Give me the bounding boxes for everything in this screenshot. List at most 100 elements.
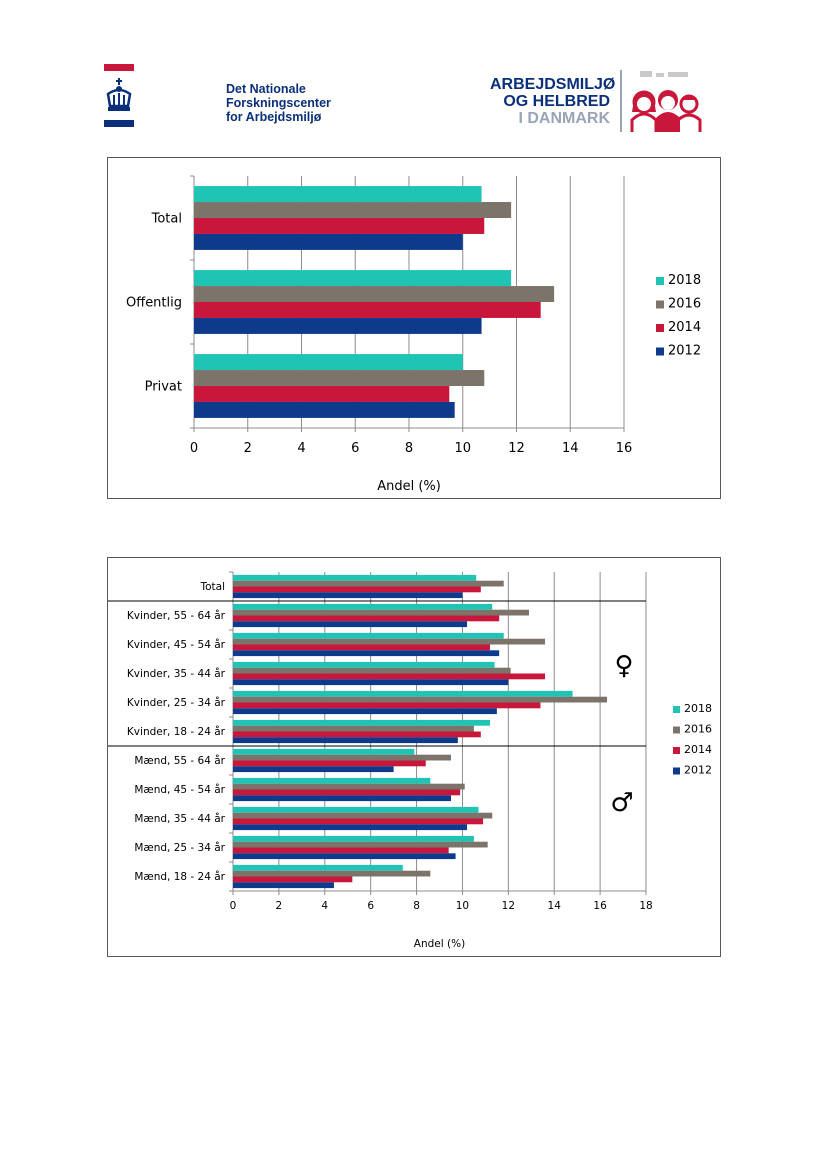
bar-2012 <box>233 650 500 657</box>
bar-2018 <box>233 835 474 842</box>
bar-2018 <box>233 574 477 581</box>
x-tick-label: 10 <box>456 900 469 912</box>
x-tick-label: 16 <box>616 441 633 456</box>
ahd-title-line1: ARBEJDSMILJØ <box>490 76 616 93</box>
category-label: Offentlig <box>126 296 182 311</box>
legend-label-2012: 2012 <box>684 764 712 777</box>
legend-label-2012: 2012 <box>668 344 701 359</box>
category-label: Kvinder, 35 - 44 år <box>127 667 226 680</box>
category-label: Total <box>199 581 225 593</box>
legend-swatch-2014 <box>656 324 664 332</box>
bar-2014 <box>233 615 500 622</box>
bar-2012 <box>233 766 394 773</box>
bar-2012 <box>233 592 463 599</box>
bar-2012 <box>233 737 458 744</box>
chart-1-frame: 0 2 4 6 8 10 12 14 16 Total Offentlig Privat Andel (… <box>107 157 721 499</box>
legend-label-2016: 2016 <box>684 723 712 736</box>
x-tick-label: 0 <box>190 441 198 456</box>
nfa-logo: Det Nationale Forskningscenter for Arbej… <box>104 64 334 128</box>
x-tick-label: 6 <box>351 441 359 456</box>
category-label: Mænd, 25 - 34 år <box>134 841 225 854</box>
x-tick-label: 12 <box>508 441 525 456</box>
bar-2014 <box>233 847 449 854</box>
legend-swatch-2012 <box>656 347 664 356</box>
chart-2-frame: 0 2 4 6 8 10 12 14 16 18 Total Kvinder, 55 - 64 år K… <box>107 557 721 957</box>
bar-2018 <box>194 270 512 287</box>
flag-stripe-top <box>104 64 134 71</box>
bar-2016 <box>233 783 465 790</box>
nfa-name: Det Nationale Forskningscenter for Arbej… <box>226 82 334 124</box>
x-tick-label: 8 <box>405 441 413 456</box>
chart-1: 0 2 4 6 8 10 12 14 16 Total Offentlig Privat Andel (… <box>126 175 701 494</box>
x-tick-label: 18 <box>639 900 652 912</box>
bar-2016 <box>194 286 555 302</box>
nfa-name-line1: Det Nationale Forskningscenter <box>226 82 331 110</box>
bar-2018 <box>233 864 403 871</box>
bar-2016 <box>233 696 607 703</box>
bar-2014 <box>233 673 546 680</box>
crown-icon <box>106 78 132 111</box>
legend-label-2016: 2016 <box>668 297 701 312</box>
people-icon <box>630 71 702 132</box>
x-tick-label: 6 <box>367 900 374 912</box>
bar-2018 <box>233 748 415 755</box>
x-tick-label: 4 <box>321 900 328 912</box>
bar-2012 <box>194 317 482 334</box>
bar-2012 <box>194 233 463 250</box>
male-symbol: ♂ <box>610 788 633 818</box>
bar-2014 <box>233 789 461 796</box>
x-tick-label: 2 <box>244 441 252 456</box>
legend-label-2018: 2018 <box>684 702 712 715</box>
bar-2014 <box>194 218 485 234</box>
bar-2016 <box>233 841 488 848</box>
legend-swatch-2018 <box>673 706 680 713</box>
x-tick-label: 16 <box>593 900 607 912</box>
category-label: Kvinder, 55 - 64 år <box>127 609 226 622</box>
bar-2014 <box>233 818 484 825</box>
bar-2018 <box>194 354 463 371</box>
legend-swatch-2018 <box>656 277 664 285</box>
x-tick-label: 4 <box>297 441 305 456</box>
bar-2016 <box>233 580 504 587</box>
bar-2018 <box>233 661 495 668</box>
legend-label-2014: 2014 <box>684 743 712 756</box>
x-tick-label: 14 <box>548 900 562 912</box>
nfa-name-line2: for Arbejdsmiljø <box>226 110 322 124</box>
x-tick-label: 8 <box>413 900 420 912</box>
x-tick-label: 14 <box>562 441 579 456</box>
legend-swatch-2016 <box>673 726 680 734</box>
bar-2018 <box>233 806 479 813</box>
bar-2012 <box>233 679 509 686</box>
legend-swatch-2014 <box>673 747 680 754</box>
bar-2014 <box>233 731 481 738</box>
bar-2016 <box>233 725 474 732</box>
x-axis-title: Andel (%) <box>414 938 465 950</box>
legend-label-2014: 2014 <box>668 320 701 335</box>
x-tick-label: 0 <box>230 900 237 912</box>
bar-2012 <box>233 708 497 715</box>
bar-2012 <box>233 882 334 889</box>
bar-2012 <box>233 795 451 802</box>
category-label: Kvinder, 18 - 24 år <box>127 725 226 738</box>
x-tick-label: 12 <box>502 900 515 912</box>
bar-2016 <box>194 202 512 218</box>
category-label: Mænd, 18 - 24 år <box>134 870 225 883</box>
bar-2016 <box>233 754 451 761</box>
bar-2016 <box>233 667 511 674</box>
bar-2014 <box>233 876 353 883</box>
flag-stripe-bottom <box>104 120 134 127</box>
ahd-title-line2: OG HELBRED <box>503 93 610 110</box>
x-axis-title: Andel (%) <box>377 479 441 494</box>
bar-2016 <box>233 812 493 819</box>
bar-2014 <box>194 386 450 402</box>
bar-2014 <box>233 702 541 709</box>
bar-2014 <box>233 644 490 651</box>
bar-2018 <box>233 603 493 610</box>
bar-2018 <box>194 186 482 203</box>
category-label: Kvinder, 45 - 54 år <box>127 638 226 651</box>
ahd-title: ARBEJDSMILJØ OG HELBRED I DANMARK <box>490 76 616 127</box>
ahd-title-line3: I DANMARK <box>518 110 610 127</box>
bar-2014 <box>233 760 426 767</box>
legend-label-2018: 2018 <box>668 273 701 288</box>
bar-2018 <box>233 719 490 726</box>
